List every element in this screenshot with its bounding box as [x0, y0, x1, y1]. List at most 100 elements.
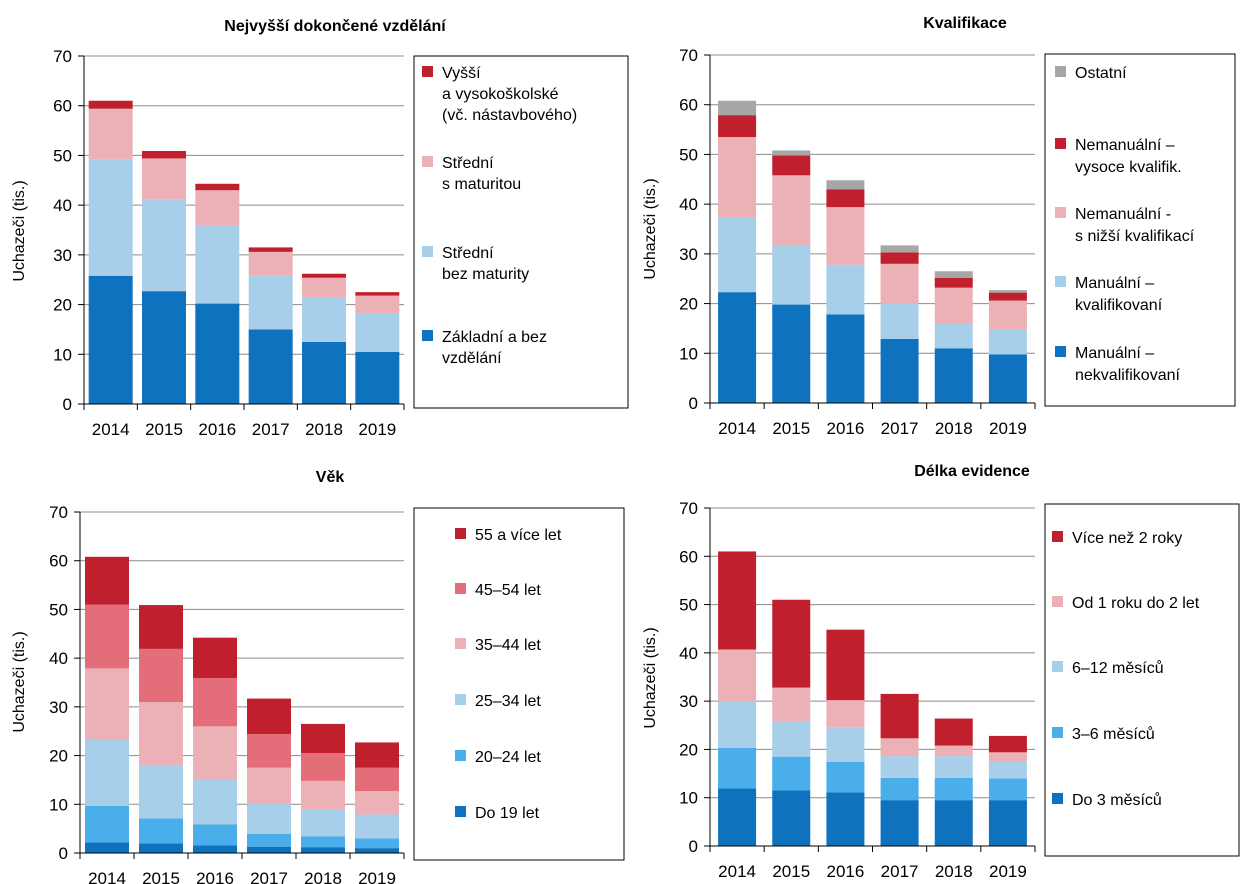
y-tick-label: 60: [679, 96, 698, 115]
legend-label: Střední: [442, 155, 494, 172]
bar-segment: [247, 767, 291, 804]
x-tick-label: 2018: [305, 420, 343, 439]
y-tick-label: 40: [679, 644, 698, 663]
legend-label: a vysokoškolské: [442, 86, 559, 103]
x-tick-label: 2015: [145, 420, 183, 439]
legend-label: 20–24 let: [475, 749, 541, 766]
bar-segment: [355, 838, 399, 849]
x-tick-label: 2015: [772, 862, 810, 881]
bar-segment: [988, 300, 1027, 330]
x-tick-label: 2014: [718, 419, 756, 438]
bar-segment: [718, 747, 757, 789]
bar-segment: [880, 693, 919, 739]
legend-box: [413, 55, 629, 409]
legend-label: s maturitou: [442, 176, 521, 193]
legend-swatch: [1052, 531, 1063, 542]
bar-segment: [934, 745, 973, 757]
y-tick-label: 60: [53, 97, 72, 116]
x-tick-label: 2019: [989, 419, 1027, 438]
y-tick-label: 30: [679, 692, 698, 711]
bar-segment: [301, 809, 345, 837]
legend-label: 3–6 měsíců: [1072, 725, 1155, 743]
panel-education: Nejvyšší dokončené vzdělání Uchazeči (ti…: [11, 18, 629, 439]
x-tick-label: 2015: [772, 419, 810, 438]
bar-segment: [355, 848, 399, 853]
bar-segment: [193, 637, 237, 679]
legend-label: kvalifikovaní: [1075, 297, 1163, 314]
bar-segment: [142, 158, 186, 200]
bar-segment: [301, 723, 345, 754]
x-tick-label: 2019: [989, 862, 1027, 881]
bar-segment: [139, 818, 183, 844]
bar-segment: [139, 843, 183, 853]
legend-label: Ostatní: [1075, 65, 1127, 82]
bar-segment: [826, 207, 865, 265]
y-tick-label: 50: [53, 146, 72, 165]
bar-segment: [195, 225, 240, 304]
bar-segment: [880, 263, 919, 305]
y-tick-label: 0: [63, 395, 72, 414]
x-tick-label: 2017: [881, 862, 919, 881]
legend-swatch: [1055, 66, 1066, 77]
bar-segment: [934, 271, 973, 278]
bar-segment: [193, 845, 237, 853]
bar-segment: [718, 788, 757, 846]
bar-segment: [355, 351, 400, 404]
legend-swatch: [1052, 727, 1063, 738]
y-tick-label: 20: [679, 740, 698, 759]
bar-segment: [355, 292, 400, 296]
bar-segment: [718, 649, 757, 702]
y-tick-label: 60: [679, 547, 698, 566]
bar-segment: [826, 629, 865, 701]
legend-swatch: [455, 750, 466, 761]
legend-swatch: [422, 156, 433, 167]
bar-segment: [139, 701, 183, 765]
y-tick-label: 50: [679, 596, 698, 615]
bar-segment: [85, 668, 129, 740]
bar-segment: [193, 779, 237, 825]
chart-title: Věk: [316, 469, 345, 486]
bar-segment: [718, 217, 757, 293]
x-tick-label: 2019: [358, 420, 396, 439]
legend-swatch: [1055, 138, 1066, 149]
y-tick-label: 30: [49, 698, 68, 717]
y-tick-label: 10: [49, 795, 68, 814]
bar-segment: [934, 756, 973, 778]
bar-segment: [88, 275, 133, 404]
bar-segment: [139, 764, 183, 819]
bar-segment: [772, 304, 811, 403]
bar-segment: [934, 287, 973, 324]
bar-segment: [718, 137, 757, 218]
bar-segment: [142, 291, 186, 404]
legend-label: 25–34 let: [475, 693, 541, 710]
bar-segment: [355, 313, 400, 352]
bar-segment: [772, 175, 811, 245]
y-axis-label: Uchazeči (tis.): [642, 627, 659, 728]
x-tick-label: 2017: [250, 869, 288, 884]
x-tick-label: 2016: [827, 862, 865, 881]
bar-segment: [934, 800, 973, 846]
bar-segment: [301, 847, 345, 853]
bar-segment: [880, 800, 919, 846]
bar-segment: [195, 183, 240, 191]
y-tick-label: 10: [679, 344, 698, 363]
y-axis-label: Uchazeči (tis.): [11, 180, 28, 281]
y-tick-label: 50: [679, 145, 698, 164]
y-tick-label: 0: [59, 844, 68, 863]
bar-segment: [988, 354, 1027, 403]
bar-segment: [301, 780, 345, 810]
legend-swatch: [1055, 207, 1066, 218]
bar-segment: [988, 290, 1027, 293]
bar-segment: [826, 761, 865, 793]
bar-segment: [195, 303, 240, 404]
x-tick-label: 2014: [718, 862, 756, 881]
bar-segment: [139, 648, 183, 702]
bar-segment: [934, 777, 973, 801]
bar-segment: [142, 150, 186, 159]
bar-segment: [826, 180, 865, 190]
y-tick-label: 20: [53, 296, 72, 315]
bar-segment: [85, 556, 129, 605]
legend-label: nekvalifikovaní: [1075, 367, 1181, 384]
legend-label: Vyšší: [442, 65, 481, 82]
legend-swatch: [422, 66, 433, 77]
